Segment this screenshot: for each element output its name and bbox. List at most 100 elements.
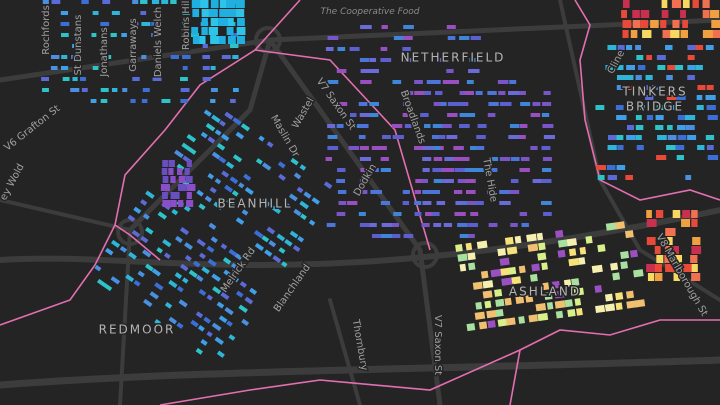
building	[594, 285, 603, 293]
building	[100, 22, 110, 26]
building	[466, 201, 479, 205]
building	[414, 201, 422, 205]
building	[635, 125, 644, 130]
building	[635, 75, 642, 80]
building	[664, 246, 673, 254]
building	[501, 277, 513, 286]
building	[670, 30, 680, 38]
building	[241, 318, 250, 327]
building	[604, 293, 614, 302]
building	[225, 161, 235, 170]
building	[185, 176, 193, 183]
building	[509, 80, 517, 84]
building	[543, 135, 556, 139]
building	[170, 0, 177, 4]
building	[685, 115, 696, 120]
building	[336, 124, 344, 128]
building	[325, 157, 333, 161]
building	[480, 270, 489, 279]
building	[488, 157, 499, 161]
building	[646, 237, 656, 245]
building	[210, 36, 220, 44]
building	[666, 145, 677, 150]
building	[554, 300, 566, 309]
building	[60, 11, 69, 15]
building	[202, 55, 211, 59]
building	[164, 301, 173, 309]
building	[359, 58, 370, 62]
building	[422, 190, 434, 194]
building	[369, 223, 377, 227]
building	[597, 175, 605, 180]
building	[504, 297, 512, 306]
building	[555, 310, 564, 319]
building	[487, 168, 498, 172]
building	[542, 168, 552, 172]
building	[200, 0, 209, 8]
building	[142, 213, 150, 220]
building	[349, 47, 360, 51]
building	[230, 99, 236, 103]
building	[707, 155, 719, 160]
building	[571, 278, 580, 287]
building	[206, 245, 215, 253]
building	[468, 234, 475, 238]
building	[656, 105, 666, 110]
building	[465, 179, 476, 183]
building	[667, 125, 673, 130]
building	[464, 91, 475, 95]
building	[214, 129, 222, 136]
building	[414, 146, 426, 150]
building	[349, 124, 361, 128]
building	[475, 91, 483, 95]
building	[181, 142, 191, 151]
building	[201, 266, 210, 275]
building	[626, 65, 636, 70]
building	[369, 69, 379, 73]
building	[151, 268, 161, 277]
building	[122, 88, 128, 92]
building	[203, 109, 212, 117]
building	[121, 33, 127, 37]
building	[532, 179, 545, 183]
building	[170, 192, 180, 199]
building	[554, 290, 565, 299]
building-cluster	[420, 80, 556, 227]
building	[238, 304, 248, 313]
building	[573, 287, 585, 296]
building	[519, 124, 528, 128]
building	[403, 234, 414, 238]
building	[210, 236, 218, 244]
building	[420, 113, 429, 117]
building	[218, 315, 228, 324]
building	[616, 85, 623, 90]
building	[336, 179, 346, 183]
building	[626, 45, 633, 50]
building	[137, 270, 145, 278]
building	[195, 274, 204, 282]
building	[249, 287, 258, 295]
building	[692, 237, 701, 245]
building	[616, 165, 626, 170]
building	[216, 301, 225, 309]
building	[591, 264, 603, 274]
road	[0, 356, 720, 389]
building	[469, 58, 478, 62]
building	[498, 91, 506, 95]
building	[656, 55, 666, 60]
building	[468, 262, 476, 271]
building	[91, 33, 97, 37]
building	[200, 131, 208, 139]
building	[229, 176, 239, 185]
building	[505, 317, 516, 326]
building	[111, 88, 118, 92]
building	[205, 122, 216, 132]
building	[646, 219, 657, 227]
building	[232, 276, 240, 283]
building	[677, 135, 687, 140]
building	[92, 11, 99, 15]
building	[41, 77, 49, 81]
building	[244, 186, 254, 196]
building	[640, 20, 649, 28]
building	[673, 246, 680, 254]
